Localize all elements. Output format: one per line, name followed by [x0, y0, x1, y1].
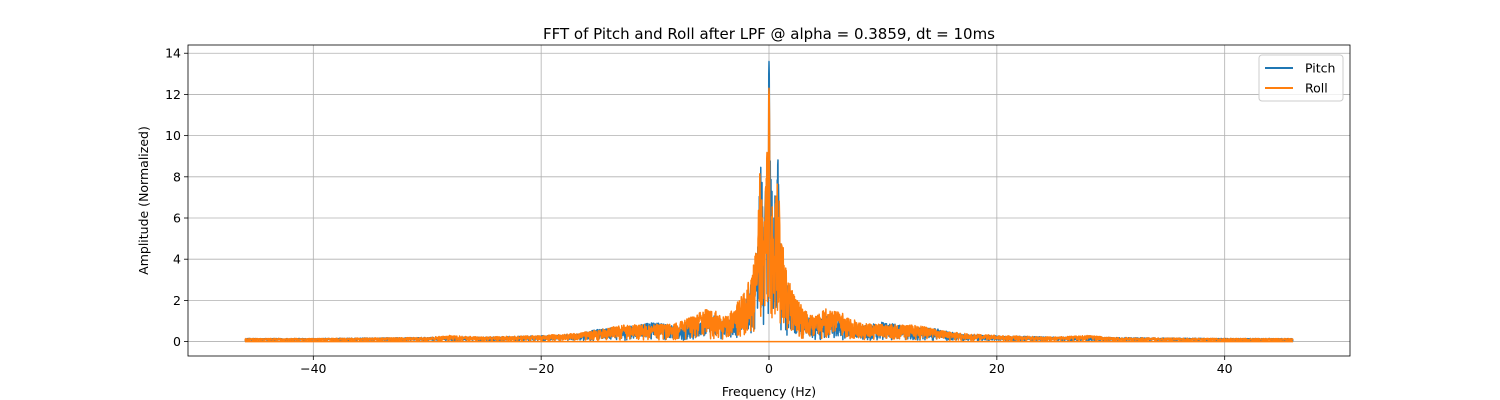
- y-tick-label: 2: [173, 293, 181, 308]
- x-tick-label: 0: [765, 361, 773, 376]
- y-tick-label: 12: [165, 87, 181, 102]
- y-tick-label: 10: [165, 128, 181, 143]
- series-lines: [244, 60, 1294, 343]
- x-axis-title: Frequency (Hz): [722, 384, 816, 399]
- y-tick-label: 4: [173, 252, 181, 267]
- legend-box: [1258, 54, 1344, 102]
- legend: Pitch Roll: [1258, 54, 1344, 102]
- y-tick-label: 8: [173, 169, 181, 184]
- y-tick-label: 6: [173, 211, 181, 226]
- legend-label-pitch: Pitch: [1305, 61, 1335, 76]
- x-tick-label: −20: [528, 361, 554, 376]
- x-tick-label: 40: [1217, 361, 1233, 376]
- chart-title: FFT of Pitch and Roll after LPF @ alpha …: [543, 25, 995, 43]
- legend-label-roll: Roll: [1305, 81, 1328, 96]
- y-tick-label: 0: [173, 334, 181, 349]
- y-tick-label: 14: [165, 46, 181, 61]
- series-line-roll: [244, 87, 1294, 343]
- ticks: −40 −20 0 20 40 0 2 4 6 8 10 12 14: [165, 46, 1233, 376]
- y-axis-title: Amplitude (Normalized): [136, 126, 151, 275]
- x-tick-label: 20: [989, 361, 1005, 376]
- x-tick-label: −40: [300, 361, 326, 376]
